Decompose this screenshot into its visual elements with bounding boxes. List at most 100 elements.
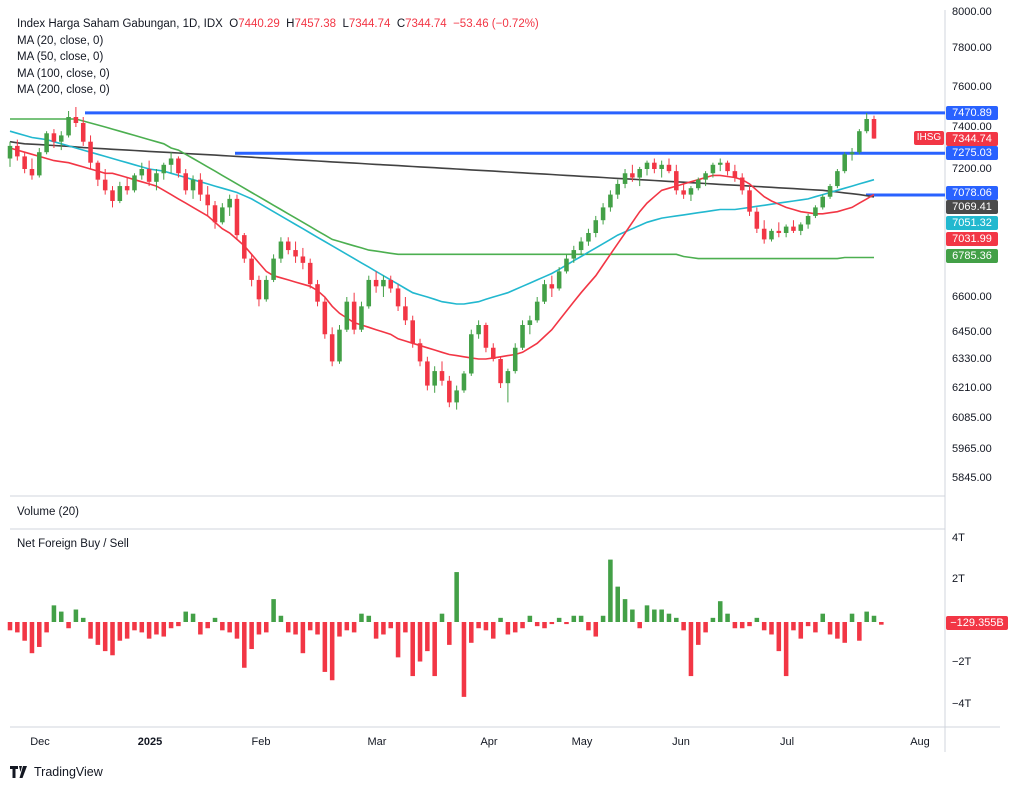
net-foreign-bar [813, 622, 818, 633]
net-foreign-bar [469, 622, 474, 643]
ma20-line [9, 147, 875, 360]
candle-body [110, 190, 115, 201]
candle-body [578, 241, 584, 251]
net-foreign-bar [432, 622, 437, 677]
candle-body [666, 164, 672, 172]
ma200-legend[interactable]: MA (200, close, 0) [17, 84, 110, 96]
candle-body [190, 179, 196, 191]
net-foreign-bar [637, 622, 642, 629]
net-foreign-bar [542, 622, 547, 629]
ma100-legend[interactable]: MA (100, close, 0) [17, 68, 110, 80]
low-label: L [342, 18, 349, 30]
candle-body [483, 325, 489, 348]
net-foreign-bar [820, 613, 826, 622]
net-foreign-bar [578, 615, 584, 622]
net-foreign-bar [37, 622, 42, 647]
volume-pane-title[interactable]: Volume (20) [17, 506, 80, 518]
candle-body [403, 306, 408, 321]
net-foreign-bar [498, 617, 503, 622]
candle-body [37, 152, 42, 176]
candle-body [29, 169, 35, 176]
net-foreign-pane-title[interactable]: Net Foreign Buy / Sell [17, 538, 129, 550]
candle-body [73, 117, 79, 123]
net-foreign-bar [681, 622, 686, 631]
net-foreign-bar [80, 617, 86, 622]
candle-body [857, 131, 862, 153]
net-foreign-bar [66, 622, 71, 629]
candle-body [234, 198, 240, 236]
candle-body [205, 194, 210, 206]
net-foreign-bar [88, 622, 93, 639]
candle-body [439, 371, 445, 381]
net-foreign-bar [659, 609, 664, 622]
net-foreign-bar [220, 622, 225, 631]
net-foreign-bar [117, 622, 123, 641]
net-foreign-bar [512, 622, 518, 633]
net-foreign-bar [410, 622, 415, 677]
candle-body [842, 154, 847, 172]
candle-body [498, 359, 503, 384]
candle-body [688, 188, 694, 195]
ma20-legend[interactable]: MA (20, close, 0) [17, 35, 104, 47]
net-foreign-bar [439, 613, 445, 622]
net-foreign-bar [395, 622, 401, 658]
candle-body [805, 215, 811, 225]
candle-body [161, 164, 167, 174]
candle-body [681, 190, 686, 195]
net-foreign-bar [366, 615, 372, 622]
net-foreign-bar [447, 622, 452, 645]
symbol-title: Index Harga Saham Gabungan, 1D, IDX [17, 18, 223, 30]
candle-body [791, 226, 796, 231]
candle-body [776, 230, 782, 233]
price-tick-label: 6085.00 [952, 412, 992, 424]
candle-body [285, 241, 291, 251]
candle-body [88, 141, 93, 163]
candle-body [264, 279, 269, 300]
net-foreign-bar [183, 611, 188, 622]
candle-body [315, 284, 320, 302]
candle-body [586, 233, 591, 242]
time-tick-label: Jul [779, 736, 795, 748]
candle-body [227, 198, 232, 208]
net-foreign-bar [417, 622, 423, 662]
candle-body [630, 173, 635, 178]
net-foreign-bar [242, 622, 247, 668]
price-tick-label: 7400.00 [952, 121, 992, 133]
close-label: C [396, 18, 406, 30]
price-tick-label: 7600.00 [952, 81, 992, 93]
candle-body [256, 279, 262, 300]
candle-body [102, 179, 108, 191]
net-foreign-bar [285, 622, 291, 633]
candle-body [359, 306, 364, 330]
price-tick-label: 5845.00 [952, 472, 992, 484]
tradingview-logo-icon [10, 766, 27, 778]
candle-body [447, 380, 452, 403]
net-foreign-bar [146, 622, 152, 639]
candle-body [564, 258, 569, 272]
net-foreign-bar [307, 622, 313, 631]
candle-body [725, 162, 730, 172]
tradingview-brand[interactable]: TradingView [10, 765, 103, 779]
candle-body [696, 179, 701, 189]
time-tick-label: Dec [30, 736, 50, 748]
candle-body [871, 119, 877, 139]
net-foreign-bar [139, 622, 145, 633]
net-foreign-bar [264, 622, 269, 633]
candle-body [198, 179, 203, 195]
net-foreign-bar [717, 601, 723, 622]
net-foreign-bar [608, 559, 613, 622]
candle-body [58, 135, 64, 142]
open-value: 7440.29 [238, 18, 280, 30]
candle-body [637, 169, 642, 178]
net-foreign-bar [688, 622, 694, 677]
net-foreign-bar [51, 605, 57, 622]
candle-body [747, 190, 752, 212]
ma50-line [9, 130, 875, 305]
candle-body [124, 186, 130, 191]
net-foreign-bar [403, 622, 408, 633]
candle-body [542, 284, 547, 302]
ma50-legend[interactable]: MA (50, close, 0) [17, 51, 104, 63]
high-value: 7457.38 [294, 18, 337, 30]
candle-body [373, 279, 379, 287]
